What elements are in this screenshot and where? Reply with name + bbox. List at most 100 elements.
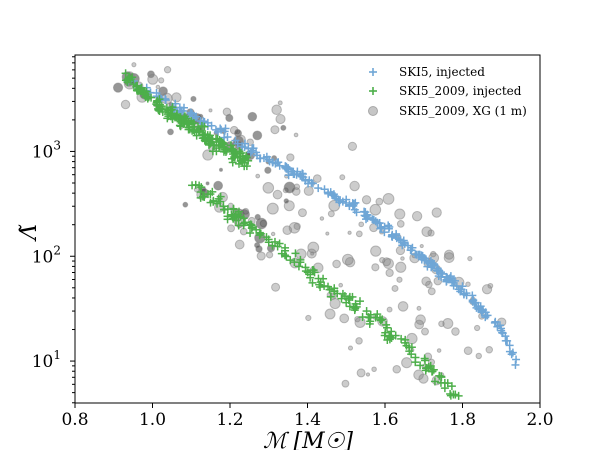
- xg-point: [147, 73, 159, 85]
- ski5-point: [511, 360, 520, 369]
- ski2009-point: [416, 361, 425, 370]
- xg-point: [397, 301, 409, 312]
- ski2009-point: [428, 367, 437, 376]
- ski2009-point: [397, 334, 406, 343]
- ski5-point: [470, 299, 479, 308]
- xg-point: [421, 226, 433, 237]
- y-tick-label: 102: [32, 243, 61, 267]
- xg-point: [341, 253, 354, 266]
- xg-point: [272, 189, 283, 200]
- ski5-point: [505, 341, 514, 350]
- xg-point: [234, 239, 245, 250]
- xg-point: [297, 208, 307, 218]
- ski5-point: [352, 208, 361, 217]
- xg-point: [190, 95, 197, 103]
- ski5-point: [320, 185, 329, 194]
- ski5-point: [398, 241, 407, 250]
- ski2009-point: [440, 378, 449, 387]
- ski5-point: [326, 188, 335, 197]
- xg-point: [369, 203, 382, 216]
- ski5-point: [498, 329, 507, 338]
- legend-label-ski5: SKI5, injected: [399, 65, 485, 79]
- ski2009-point: [230, 153, 239, 162]
- xg-point: [386, 306, 393, 313]
- xg-point: [349, 180, 360, 192]
- xg-point: [222, 107, 232, 117]
- xg-point: [463, 346, 473, 356]
- ski2009-point: [255, 228, 264, 237]
- xg-point: [411, 210, 423, 222]
- ski2009-point: [256, 229, 265, 238]
- ski2009-point: [262, 233, 271, 242]
- xg-point: [205, 181, 210, 186]
- ski2009-point: [362, 307, 371, 316]
- x-tick-label: 1.2: [216, 410, 243, 430]
- xg-point: [475, 352, 482, 360]
- ski5-point: [349, 199, 358, 208]
- ski2009-point: [196, 188, 205, 197]
- xg-point: [371, 263, 380, 272]
- ski5-point: [281, 163, 290, 172]
- ski2009-point: [168, 115, 177, 124]
- xg-point: [436, 348, 442, 353]
- x-axis-label: ℳ [M☉]: [263, 429, 353, 450]
- ski2009-point: [220, 144, 229, 153]
- ski5-point: [503, 336, 512, 345]
- xg-point: [277, 100, 283, 106]
- ski2009-point: [286, 256, 295, 265]
- xg-point: [396, 276, 403, 283]
- ski5-point: [442, 276, 451, 285]
- ski2009-point: [147, 93, 156, 102]
- ski2009-point: [383, 323, 392, 332]
- xg-point: [419, 243, 424, 249]
- xg-point: [354, 315, 361, 323]
- xg-point: [252, 130, 263, 141]
- ski2009-point: [188, 181, 197, 190]
- ski2009-point: [308, 278, 317, 287]
- xg-point: [329, 298, 341, 310]
- y-tick-label: 103: [32, 138, 61, 162]
- xg-point: [382, 257, 392, 267]
- xg-point: [465, 281, 471, 287]
- ski5-point: [375, 219, 384, 228]
- ski5-point: [314, 184, 323, 193]
- ski5-point: [221, 124, 230, 133]
- xg-point: [163, 66, 172, 74]
- ski5-point: [462, 291, 471, 300]
- ski2009-point: [407, 350, 416, 359]
- xg-point: [394, 208, 406, 220]
- xg-point: [414, 319, 425, 330]
- xg-point: [271, 104, 282, 116]
- ski2009-point: [320, 281, 329, 290]
- xg-point: [247, 111, 258, 122]
- xg-point: [341, 379, 350, 388]
- xg-point: [385, 268, 394, 278]
- xg-point: [270, 231, 276, 237]
- xg-point: [112, 82, 124, 93]
- ski2009-point: [330, 287, 339, 296]
- ski5-point: [377, 223, 386, 232]
- y-axis: 101 102 103: [32, 56, 75, 404]
- xg-point: [262, 182, 275, 194]
- ski5-point: [408, 243, 417, 252]
- xg-point: [429, 250, 437, 258]
- x-tick-label: 0.8: [61, 410, 88, 430]
- xg-point: [167, 128, 174, 136]
- ski2009-point: [275, 239, 284, 248]
- ski2009-points-layer: [121, 69, 463, 400]
- legend-marker-ski5: [369, 68, 377, 76]
- ski2009-point: [163, 110, 172, 119]
- xg-point: [266, 202, 279, 215]
- ski2009-point: [378, 315, 387, 324]
- xg-point: [255, 173, 261, 179]
- ski2009-point: [303, 268, 312, 277]
- ski2009-point: [220, 205, 229, 214]
- ski2009-point: [215, 136, 224, 145]
- ski5-point: [414, 250, 423, 259]
- ski2009-point: [245, 221, 254, 230]
- xg-point: [395, 245, 406, 256]
- ski5-point: [192, 112, 201, 121]
- xg-point: [182, 201, 189, 208]
- ski5-point: [223, 133, 232, 142]
- xg-point: [288, 222, 301, 234]
